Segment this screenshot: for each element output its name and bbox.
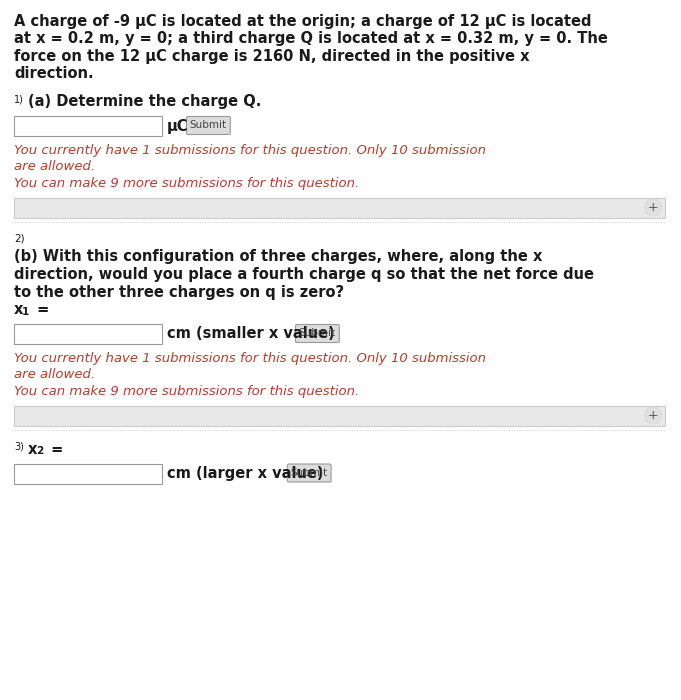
FancyBboxPatch shape xyxy=(14,116,162,136)
Text: cm (smaller x value): cm (smaller x value) xyxy=(167,326,335,342)
Text: to the other three charges on q is zero?: to the other three charges on q is zero? xyxy=(14,284,344,300)
FancyBboxPatch shape xyxy=(14,405,665,426)
FancyBboxPatch shape xyxy=(14,324,162,344)
Text: 1): 1) xyxy=(14,94,24,104)
Text: 2: 2 xyxy=(36,447,44,456)
FancyBboxPatch shape xyxy=(296,325,339,342)
Text: direction, would you place a fourth charge q so that the net force due: direction, would you place a fourth char… xyxy=(14,267,594,282)
Text: =: = xyxy=(46,442,63,456)
Text: Submit: Submit xyxy=(291,468,328,478)
Text: You can make 9 more submissions for this question.: You can make 9 more submissions for this… xyxy=(14,177,360,190)
Text: You can make 9 more submissions for this question.: You can make 9 more submissions for this… xyxy=(14,385,360,398)
Text: +: + xyxy=(648,409,659,422)
FancyBboxPatch shape xyxy=(287,464,331,482)
Text: =: = xyxy=(32,302,49,317)
FancyBboxPatch shape xyxy=(14,197,665,218)
Circle shape xyxy=(645,199,661,216)
Text: 1: 1 xyxy=(22,307,29,317)
Text: +: + xyxy=(648,201,659,214)
Text: x: x xyxy=(28,442,37,456)
Text: direction.: direction. xyxy=(14,66,93,81)
Text: μC: μC xyxy=(167,118,189,134)
Text: (b) With this configuration of three charges, where, along the x: (b) With this configuration of three cha… xyxy=(14,249,542,265)
Text: are allowed.: are allowed. xyxy=(14,160,95,174)
FancyBboxPatch shape xyxy=(14,463,162,484)
Circle shape xyxy=(645,407,661,424)
Text: (a) Determine the charge Q.: (a) Determine the charge Q. xyxy=(28,94,262,109)
Text: 3): 3) xyxy=(14,442,24,452)
Text: Submit: Submit xyxy=(299,328,336,339)
Text: 2): 2) xyxy=(14,234,25,244)
Text: are allowed.: are allowed. xyxy=(14,368,95,382)
Text: x: x xyxy=(14,302,23,317)
Text: Submit: Submit xyxy=(190,120,227,130)
Text: force on the 12 μC charge is 2160 N, directed in the positive x: force on the 12 μC charge is 2160 N, dir… xyxy=(14,49,530,64)
Text: at x = 0.2 m, y = 0; a third charge Q is located at x = 0.32 m, y = 0. The: at x = 0.2 m, y = 0; a third charge Q is… xyxy=(14,32,608,46)
Text: cm (larger x value): cm (larger x value) xyxy=(167,466,323,481)
Text: You currently have 1 submissions for this question. Only 10 submission: You currently have 1 submissions for thi… xyxy=(14,352,486,365)
Text: You currently have 1 submissions for this question. Only 10 submission: You currently have 1 submissions for thi… xyxy=(14,144,486,157)
Text: A charge of -9 μC is located at the origin; a charge of 12 μC is located: A charge of -9 μC is located at the orig… xyxy=(14,14,592,29)
FancyBboxPatch shape xyxy=(187,116,230,134)
